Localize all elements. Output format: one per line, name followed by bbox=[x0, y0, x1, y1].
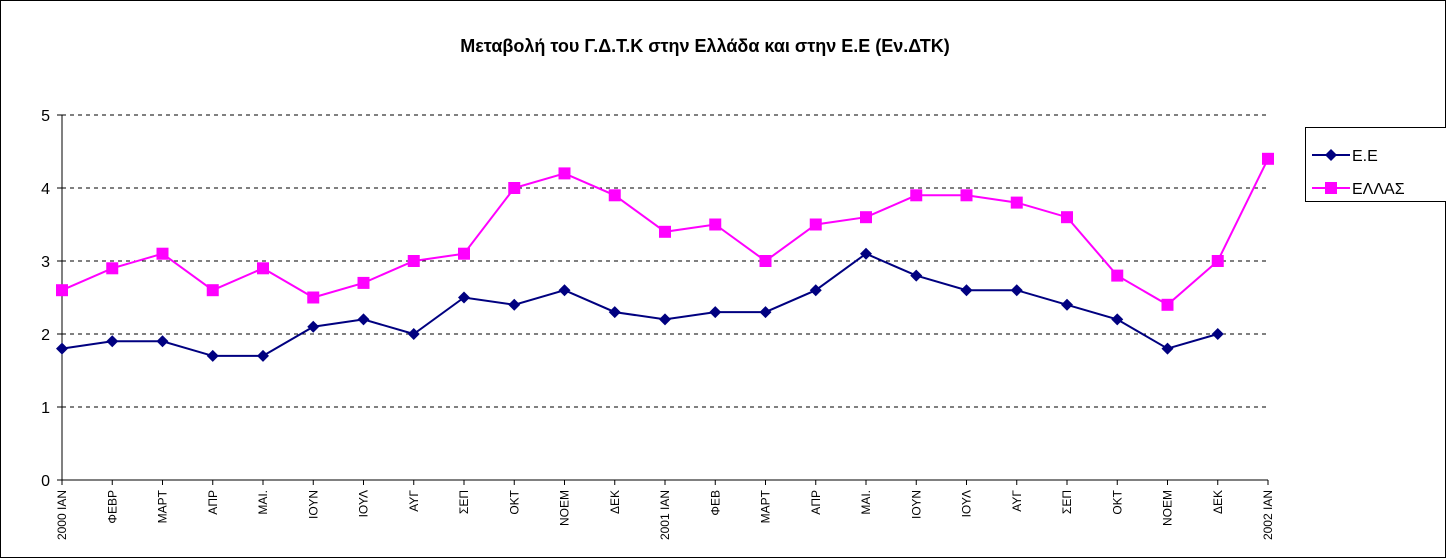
data-point bbox=[307, 291, 320, 304]
x-tick-label: ΜΑΡΤ bbox=[156, 489, 170, 523]
x-tick-label: ΔΕΚ bbox=[1211, 490, 1225, 514]
data-point bbox=[558, 284, 571, 297]
x-tick-label: ΜΑΡΤ bbox=[759, 489, 773, 523]
data-point bbox=[458, 247, 470, 260]
data-point bbox=[1061, 211, 1073, 224]
chart-title: Μεταβολή του Γ.Δ.Τ.Κ στην Ελλάδα και στη… bbox=[460, 36, 949, 56]
data-point bbox=[1262, 152, 1274, 165]
data-point bbox=[508, 298, 521, 311]
y-tick-label: 0 bbox=[41, 473, 50, 490]
x-tick-label: 2002 ΙΑΝ bbox=[1261, 490, 1275, 540]
x-tick-label: ΣΕΠ bbox=[457, 490, 471, 514]
series-line bbox=[61, 252, 1219, 357]
x-tick-label: ΙΟΥΝ bbox=[909, 490, 923, 519]
data-point bbox=[659, 313, 671, 326]
data-point bbox=[558, 167, 571, 180]
data-point bbox=[307, 320, 320, 333]
data-point bbox=[458, 291, 470, 304]
data-point bbox=[156, 247, 169, 260]
data-point bbox=[257, 349, 269, 362]
data-point bbox=[1010, 196, 1023, 209]
data-point bbox=[1111, 313, 1124, 326]
data-point bbox=[257, 262, 269, 275]
x-tick-label: 2001 ΙΑΝ bbox=[658, 490, 672, 540]
y-tick-label: 1 bbox=[41, 400, 50, 417]
data-point bbox=[910, 189, 923, 202]
x-tick-label: ΣΕΠ bbox=[1060, 490, 1074, 514]
data-point bbox=[206, 284, 219, 297]
data-point bbox=[206, 349, 219, 362]
legend-label: ΕΛΛΑΣ bbox=[1352, 181, 1405, 198]
data-point bbox=[910, 269, 923, 282]
data-point bbox=[1211, 328, 1224, 340]
data-point bbox=[508, 182, 521, 194]
y-tick-label: 2 bbox=[41, 327, 50, 344]
y-tick-label: 4 bbox=[41, 181, 50, 198]
data-point bbox=[960, 189, 973, 202]
x-tick-label: ΔΕΚ bbox=[608, 490, 622, 514]
data-point bbox=[608, 189, 621, 202]
x-tick-label: ΦΕΒΡ bbox=[105, 490, 119, 524]
data-point bbox=[56, 284, 68, 297]
x-tick-label: ΑΠΡ bbox=[809, 490, 823, 515]
data-point bbox=[809, 284, 822, 297]
data-point bbox=[659, 225, 671, 238]
data-point bbox=[759, 306, 772, 319]
data-point bbox=[1010, 284, 1023, 297]
data-point bbox=[1211, 255, 1224, 267]
data-point bbox=[860, 211, 872, 224]
x-tick-label: ΜΑΙ. bbox=[859, 490, 873, 515]
legend-marker bbox=[1325, 149, 1337, 161]
y-tick-label: 3 bbox=[41, 254, 50, 271]
data-point bbox=[608, 306, 621, 319]
x-tick-label: ΝΟΕΜ bbox=[1161, 490, 1175, 526]
data-point bbox=[1111, 269, 1124, 282]
data-point bbox=[156, 335, 169, 348]
data-point bbox=[709, 306, 722, 319]
legend-label: Ε.Ε bbox=[1352, 148, 1378, 165]
x-tick-label: ΑΥΓ bbox=[1010, 490, 1024, 512]
x-tick-label: ΑΥΓ bbox=[407, 490, 421, 512]
x-tick-label: ΦΕΒ bbox=[708, 490, 722, 516]
x-tick-label: ΙΟΥΝ bbox=[306, 490, 320, 519]
x-tick-label: ΟΚΤ bbox=[507, 489, 521, 514]
data-point bbox=[809, 218, 822, 231]
data-point bbox=[759, 255, 772, 267]
data-point bbox=[357, 313, 370, 326]
data-point bbox=[1161, 298, 1174, 311]
data-point bbox=[407, 255, 420, 267]
data-point bbox=[106, 335, 119, 348]
data-point bbox=[709, 218, 722, 231]
x-tick-label: ΝΟΕΜ bbox=[558, 490, 572, 526]
legend-marker bbox=[1325, 182, 1337, 194]
data-point bbox=[1161, 342, 1174, 355]
x-tick-label: ΟΚΤ bbox=[1110, 489, 1124, 514]
data-point bbox=[960, 284, 973, 297]
x-tick-label: ΑΠΡ bbox=[206, 490, 220, 515]
x-tick-label: ΜΑΙ. bbox=[256, 490, 270, 515]
data-point bbox=[1061, 298, 1073, 311]
x-tick-label: 2000 ΙΑΝ bbox=[55, 490, 69, 540]
data-point bbox=[106, 262, 119, 275]
data-point bbox=[860, 247, 872, 260]
data-point bbox=[56, 342, 68, 355]
x-tick-label: ΙΟΥΛ bbox=[357, 490, 371, 517]
data-point bbox=[407, 328, 420, 340]
y-tick-label: 5 bbox=[41, 108, 50, 125]
x-tick-label: ΙΟΥΛ bbox=[960, 490, 974, 517]
data-point bbox=[357, 276, 370, 289]
